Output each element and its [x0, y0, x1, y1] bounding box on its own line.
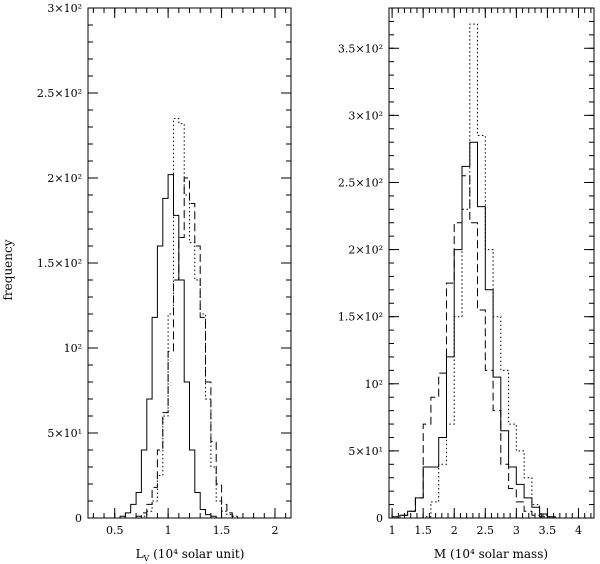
y-tick-label: 3.5×10² — [338, 42, 383, 55]
x-axis-title-luminosity: LV (10⁴ solar unit) — [136, 547, 245, 563]
y-tick-label: 1.5×10² — [37, 257, 82, 270]
y-tick-label: 10² — [64, 342, 82, 355]
y-tick-label: 3×10² — [348, 109, 383, 122]
panel-luminosity: 0 5×10¹ 10² 1.5×10² 2×10² 2.5×10² 3×10² 0.5 1 1.5… — [37, 2, 292, 563]
histogram-series-solid — [119, 174, 222, 519]
histogram-series-dotted — [422, 23, 556, 518]
x-tick-label: 1 — [389, 524, 396, 537]
histogram-series-dashed — [391, 175, 548, 518]
x-axis-title-rest: (10⁴ solar unit) — [149, 547, 244, 561]
y-tick-label: 3×10² — [47, 2, 82, 15]
y-tick-label: 2×10² — [47, 172, 82, 185]
ticks-layer: 0 5×10¹ 10² 1.5×10² 2×10² 2.5×10² 3×10² 0.5 1 1.5… — [37, 2, 291, 537]
y-tick-label: 5×10¹ — [47, 427, 82, 440]
x-tick-label: 1.5 — [213, 524, 231, 537]
x-tick-label: 1.5 — [414, 524, 432, 537]
y-tick-label: 5×10¹ — [348, 445, 383, 458]
y-tick-label: 0 — [75, 512, 82, 525]
x-tick-label: 1 — [165, 524, 172, 537]
x-tick-label: 3 — [513, 524, 520, 537]
y-tick-label: 2×10² — [348, 244, 383, 257]
histogram-series-solid — [399, 141, 563, 519]
x-tick-label: 2 — [271, 524, 278, 537]
ticks-layer: 0 5×10¹ 10² 1.5×10² 2×10² 2.5×10² 3×10² 3.5×10²… — [338, 7, 594, 537]
plot-frame — [388, 7, 595, 519]
y-tick-label: 10² — [365, 378, 383, 391]
histogram-series-dotted — [140, 118, 239, 518]
y-tick-label: 1.5×10² — [338, 311, 383, 324]
series-layer — [391, 23, 563, 519]
x-tick-label: 3.5 — [539, 524, 557, 537]
x-tick-label: 4 — [575, 524, 582, 537]
x-axis-title-main: L — [136, 547, 144, 561]
x-tick-label: 2 — [451, 524, 458, 537]
panel-mass: 0 5×10¹ 10² 1.5×10² 2×10² 2.5×10² 3×10² 3.5×10²… — [338, 7, 595, 561]
x-tick-label: 0.5 — [106, 524, 124, 537]
y-tick-label: 0 — [376, 512, 383, 525]
series-layer — [119, 118, 239, 519]
histogram-series-dashed — [135, 177, 239, 518]
x-axis-title-mass: M (10⁴ solar mass) — [434, 547, 548, 561]
y-axis-title: frequency — [1, 239, 15, 300]
x-tick-label: 2.5 — [477, 524, 495, 537]
x-axis-title-subscript: V — [143, 554, 150, 563]
y-tick-label: 2.5×10² — [37, 87, 82, 100]
y-tick-label: 2.5×10² — [338, 176, 383, 189]
